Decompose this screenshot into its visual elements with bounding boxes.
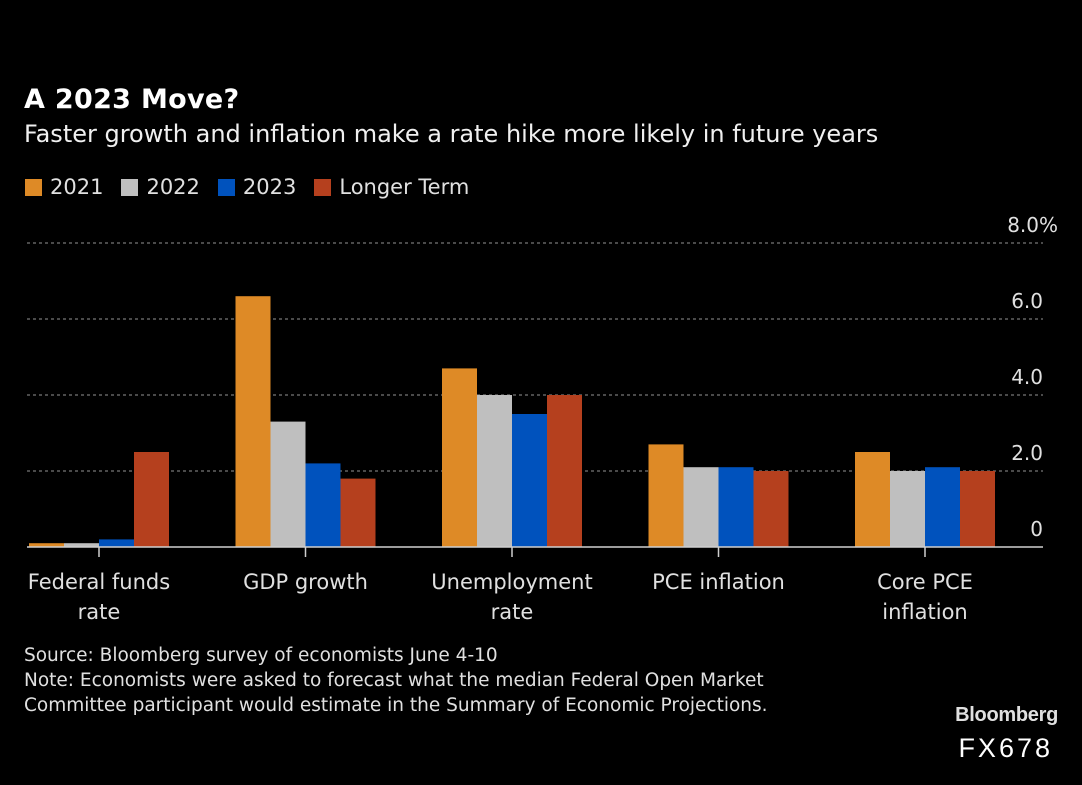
chart-code: FX678 xyxy=(958,733,1053,763)
bar xyxy=(64,543,99,547)
x-tick-label: rate xyxy=(78,600,121,624)
legend-label-longer-term: Longer Term xyxy=(339,175,470,199)
bar xyxy=(99,539,134,547)
y-tick-label: 2.0 xyxy=(1011,441,1043,465)
bar-chart: 0 2.0 4.0 6.0 8.0% Federal funds rate GDP growt… xyxy=(27,213,1058,624)
y-tick-label: 6.0 xyxy=(1011,289,1043,313)
legend-item-2023: 2023 xyxy=(217,175,297,199)
legend: 2021 2022 2023 Longer Term xyxy=(25,175,487,199)
source-note: Source: Bloomberg survey of economists J… xyxy=(24,645,498,666)
legend-item-2022: 2022 xyxy=(121,175,200,199)
bar xyxy=(134,452,169,547)
legend-item-2021: 2021 xyxy=(25,175,103,199)
note-line-2: Committee participant would estimate in … xyxy=(24,695,768,716)
chart-subtitle: Faster growth and inflation make a rate … xyxy=(24,120,879,148)
legend-label-2022: 2022 xyxy=(146,175,200,199)
bar xyxy=(512,414,547,547)
bar xyxy=(890,471,925,547)
legend-swatch-2022 xyxy=(121,178,139,196)
bar xyxy=(270,421,306,547)
x-tick-label: Core PCE xyxy=(877,570,973,594)
bar xyxy=(235,296,271,547)
bar xyxy=(442,368,477,547)
bar xyxy=(29,543,64,547)
note-line-1: Note: Economists were asked to forecast … xyxy=(24,670,764,691)
bar xyxy=(547,395,582,547)
x-tick-label: PCE inflation xyxy=(652,570,785,594)
legend-swatch-longer-term xyxy=(314,178,332,196)
legend-label-2021: 2021 xyxy=(50,175,104,199)
legend-swatch-2021 xyxy=(25,178,42,196)
bar xyxy=(648,444,684,547)
legend-label-2023: 2023 xyxy=(242,175,297,199)
legend-item-longer-term: Longer Term xyxy=(314,175,469,199)
x-tick-label: Unemployment xyxy=(431,570,592,594)
bar xyxy=(340,478,376,547)
x-tick-label: GDP growth xyxy=(243,570,368,594)
y-tick-label: 0 xyxy=(1030,517,1043,541)
y-tick-label: 8.0% xyxy=(1007,213,1058,237)
y-tick-label: 4.0 xyxy=(1011,365,1043,389)
chart-title: A 2023 Move? xyxy=(24,84,240,115)
x-tick-label: Federal funds xyxy=(28,570,170,594)
bar xyxy=(960,471,995,547)
bar xyxy=(855,452,890,547)
bar xyxy=(305,463,341,547)
bar xyxy=(718,467,754,547)
bar xyxy=(683,467,719,547)
chart-footer: Source: Bloomberg survey of economists J… xyxy=(24,643,768,718)
bar xyxy=(477,395,512,547)
x-tick-label: inflation xyxy=(882,600,967,624)
x-tick-label: rate xyxy=(491,600,534,624)
bar xyxy=(925,467,960,547)
legend-swatch-2023 xyxy=(217,178,235,196)
bloomberg-logo: Bloomberg xyxy=(955,704,1058,726)
bar xyxy=(753,471,789,547)
